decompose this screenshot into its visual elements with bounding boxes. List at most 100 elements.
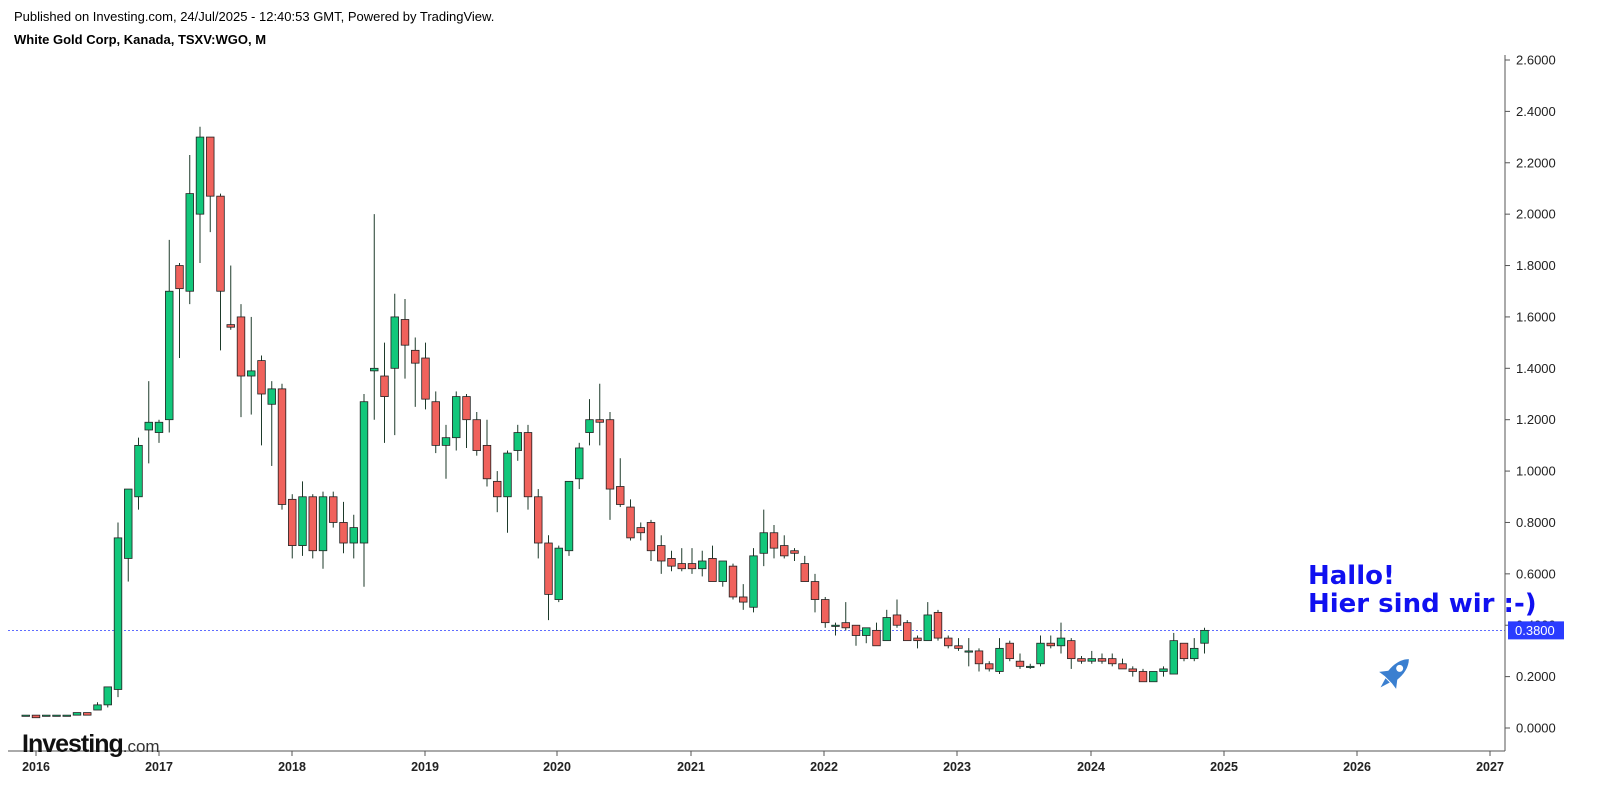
- symbol-title: White Gold Corp, Kanada, TSXV:WGO, M: [14, 32, 267, 47]
- candle-body: [821, 599, 830, 624]
- candle: [595, 383, 604, 446]
- candle-body: [349, 527, 358, 544]
- candle-body: [575, 447, 584, 480]
- candle-body: [523, 432, 533, 498]
- candle: [21, 714, 30, 717]
- candle: [1118, 658, 1127, 670]
- candle: [513, 424, 522, 461]
- candle: [298, 481, 307, 556]
- candle: [1005, 640, 1014, 662]
- candle: [585, 399, 594, 446]
- candle-body: [165, 290, 174, 421]
- candle: [862, 627, 871, 644]
- candle: [124, 488, 133, 582]
- y-tick-label: 0.6000: [1516, 566, 1556, 581]
- candle: [616, 458, 625, 508]
- candle-body: [267, 388, 276, 405]
- candle: [359, 394, 369, 587]
- candle: [790, 548, 799, 561]
- candle: [482, 419, 492, 487]
- candle: [554, 545, 563, 603]
- candle-body: [206, 136, 215, 197]
- candle-body: [390, 316, 399, 369]
- candle: [1026, 663, 1035, 669]
- candle-body: [831, 624, 840, 627]
- candle: [400, 298, 410, 379]
- candle: [42, 714, 51, 717]
- candle: [216, 193, 225, 351]
- candle: [728, 563, 738, 600]
- candle-body: [93, 704, 102, 711]
- candle-body: [728, 565, 738, 598]
- candle: [780, 535, 789, 559]
- y-tick-label: 0.8000: [1516, 515, 1556, 530]
- candle-body: [851, 624, 861, 636]
- candle-body: [421, 357, 430, 400]
- candle-body: [677, 563, 686, 570]
- candle-body: [288, 498, 297, 546]
- candle: [739, 584, 748, 610]
- candle-body: [298, 496, 307, 546]
- candle: [605, 411, 615, 520]
- candle: [677, 548, 686, 572]
- candle: [93, 702, 102, 711]
- y-tick-label: 1.4000: [1516, 361, 1556, 376]
- candle-body: [964, 650, 973, 653]
- candle-body: [308, 496, 317, 552]
- candle-body: [52, 714, 61, 717]
- candle-body: [370, 367, 379, 372]
- candle: [175, 262, 184, 359]
- candle-body: [974, 650, 984, 665]
- candle-body: [400, 319, 410, 346]
- candle-body: [646, 522, 656, 552]
- candle: [308, 494, 317, 559]
- candle: [718, 560, 727, 587]
- candle-body: [903, 622, 912, 642]
- candle-body: [31, 714, 41, 719]
- candle-body: [411, 349, 420, 364]
- candle-body: [780, 545, 789, 557]
- candle-body: [626, 506, 635, 539]
- candle: [72, 712, 82, 716]
- candle: [277, 383, 287, 510]
- candle: [380, 342, 389, 443]
- candle-body: [236, 316, 246, 377]
- candle: [370, 214, 379, 420]
- candle-body: [113, 537, 123, 690]
- candle: [944, 635, 953, 649]
- candle-body: [790, 550, 799, 554]
- candle: [698, 550, 707, 577]
- candle-body: [359, 401, 369, 544]
- candle: [31, 714, 41, 719]
- candle-body: [544, 542, 553, 595]
- candle-body: [1005, 642, 1014, 660]
- annotation-line-1: Hallo!: [1308, 561, 1395, 591]
- candle: [800, 555, 809, 582]
- candle: [1179, 642, 1189, 662]
- x-tick-label: 2026: [1343, 760, 1371, 774]
- candle: [964, 638, 973, 667]
- candle: [206, 136, 215, 233]
- candle: [1138, 668, 1148, 683]
- x-tick-label: 2024: [1077, 760, 1105, 774]
- candle-body: [72, 712, 82, 716]
- candle: [882, 609, 891, 642]
- candle-body: [1179, 642, 1189, 660]
- candle: [985, 661, 994, 672]
- candle-body: [1077, 658, 1086, 662]
- candle-body: [708, 558, 717, 582]
- x-tick-label: 2025: [1210, 760, 1238, 774]
- candle-body: [1087, 658, 1096, 662]
- candle-body: [985, 663, 994, 670]
- x-tick-label: 2027: [1476, 760, 1504, 774]
- candle: [1190, 638, 1199, 662]
- candle-body: [462, 396, 471, 421]
- candle-body: [42, 714, 51, 717]
- candle-body: [62, 714, 71, 717]
- candle: [933, 609, 943, 641]
- candle: [841, 602, 850, 631]
- x-tick-label: 2017: [145, 760, 173, 774]
- candle: [995, 638, 1004, 675]
- candle: [913, 635, 922, 649]
